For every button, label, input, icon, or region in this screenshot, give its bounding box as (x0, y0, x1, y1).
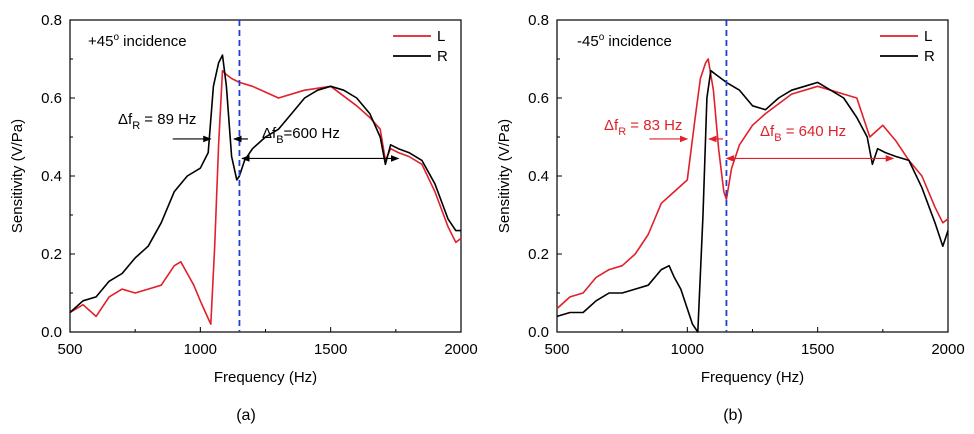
y-tick-label: 0.6 (41, 90, 62, 107)
plot-frame (556, 19, 949, 333)
annotation-label: ΔfB = 640 Hz (760, 123, 846, 144)
annotation-label: ΔfR = 83 Hz (604, 117, 682, 138)
y-axis-label: Sensitivity (V/Pa) (9, 119, 26, 233)
y-tick-label: 0.8 (41, 12, 62, 29)
annotation-label: ΔfB=600 Hz (262, 125, 340, 146)
caption-b: (b) (723, 407, 743, 424)
y-tick-label: 0.0 (41, 324, 62, 341)
x-tick-label: 2000 (444, 341, 477, 358)
y-tick-label: 0.4 (528, 168, 549, 185)
y-tick-label: 0.6 (528, 90, 549, 107)
series-line-R (556, 69, 949, 333)
legend-label-L: L (924, 28, 932, 45)
x-tick-label: 1500 (314, 341, 347, 358)
x-axis-label: Frequency (Hz) (214, 369, 317, 386)
series-line-L (556, 58, 949, 310)
y-tick-label: 0.0 (528, 324, 549, 341)
legend-label-R: R (437, 48, 448, 65)
series-line-R (69, 54, 461, 314)
plot-area-a: 500 1000 1500 2000 0.0 0.2 0.4 0.6 0.8 Frequency … (9, 12, 478, 386)
y-tick-label: 0.8 (528, 12, 549, 29)
x-axis-label: Frequency (Hz) (701, 369, 804, 386)
legend-label-L: L (437, 28, 445, 45)
x-tick-label: 500 (544, 341, 569, 358)
annotation-label: ΔfR = 89 Hz (118, 111, 196, 132)
plot-frame (69, 19, 462, 333)
y-tick-label: 0.2 (528, 246, 549, 263)
incidence-label-b: -45o incidence (577, 32, 672, 50)
x-tick-label: 1500 (801, 341, 834, 358)
panel-a: 500 1000 1500 2000 0.0 0.2 0.4 0.6 0.8 Frequency … (9, 12, 478, 424)
caption-a: (a) (236, 407, 256, 424)
y-tick-label: 0.2 (41, 246, 62, 263)
x-tick-label: 1000 (671, 341, 704, 358)
y-axis-label: Sensitivity (V/Pa) (496, 119, 513, 233)
x-tick-label: 1000 (184, 341, 217, 358)
x-tick-label: 500 (57, 341, 82, 358)
incidence-label-a: +45o incidence (88, 32, 187, 50)
series-line-L (69, 69, 462, 326)
y-tick-label: 0.4 (41, 168, 62, 185)
plot-area-b: 500 1000 1500 2000 0.0 0.2 0.4 0.6 0.8 Frequency … (496, 12, 965, 386)
panel-b: 500 1000 1500 2000 0.0 0.2 0.4 0.6 0.8 Frequency … (496, 12, 965, 424)
legend-label-R: R (924, 48, 935, 65)
x-tick-label: 2000 (931, 341, 964, 358)
